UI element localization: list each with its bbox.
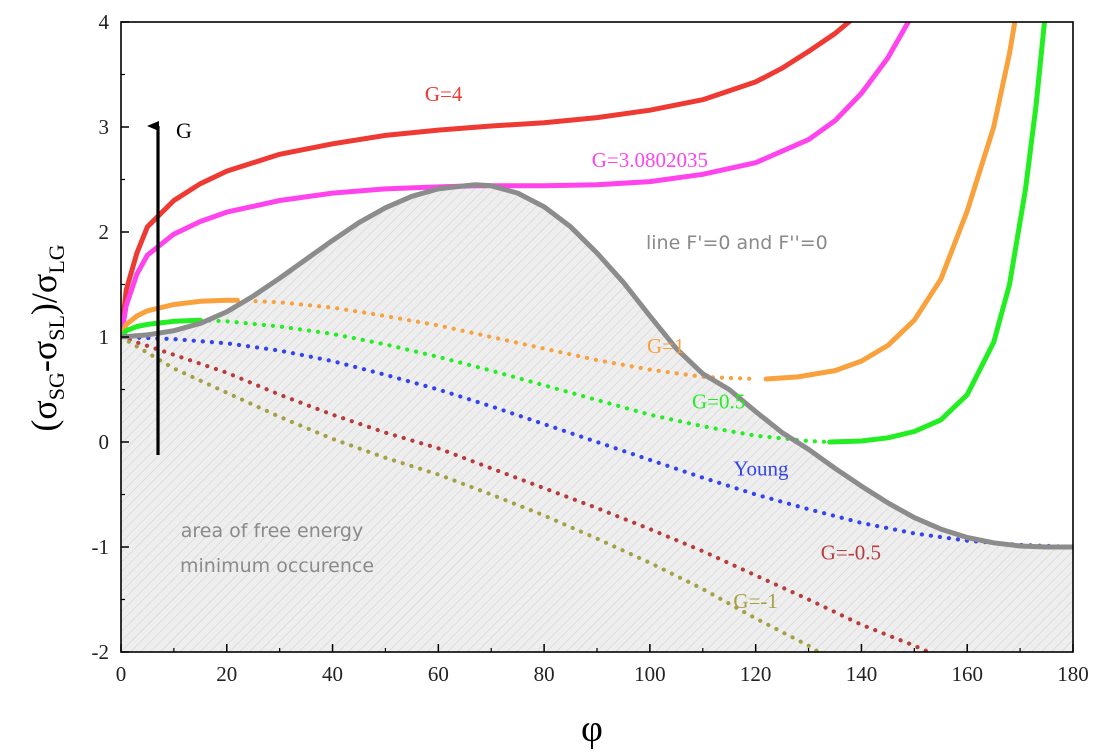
x-tick-label-9: 180: [1057, 662, 1089, 686]
series-group: [121, 22, 1073, 652]
y-tick-label-0: -2: [92, 640, 110, 664]
x-tick-label-4: 80: [534, 662, 555, 686]
y-tick-label-2: 0: [99, 430, 110, 454]
y-title-sub-sg: SG: [44, 372, 69, 400]
annotation-g-0-5: G=0.5: [692, 389, 745, 413]
series-young-dotted-8: [121, 334, 1073, 550]
y-title-open: (σ: [24, 400, 64, 431]
series-g-1-solid-2: [121, 297, 240, 340]
x-tick-label-3: 60: [428, 662, 449, 686]
boundary-group: [121, 182, 1073, 550]
series-g-1-dotted-3: [235, 298, 758, 382]
y-title-close: )/σ: [24, 274, 64, 315]
annotation-g-4: G=4: [425, 82, 463, 106]
x-tick-label-7: 140: [846, 662, 878, 686]
boundary-line: [121, 182, 1073, 550]
y-title-sub-lg: LG: [44, 244, 69, 273]
annotations: G=4 G=3.0802035 G=1 G=0.5 Young G=-0.5 G=-1: [425, 82, 881, 613]
y-axis: -2 -1 0 1 2 3 4: [92, 10, 129, 664]
x-axis: 0 20 40 60 80 100 120 140 160 180: [116, 644, 1089, 686]
annotation-g-0-5: G=-0.5: [821, 541, 881, 565]
x-tick-label-5: 100: [634, 662, 666, 686]
annotation-g-1: G=1: [647, 334, 685, 358]
series-g-0-5-solid-5: [121, 317, 203, 340]
y-tick-label-3: 1: [99, 325, 110, 349]
region-label-line2: minimum occurence: [180, 555, 374, 577]
g-arrow-label: G: [176, 118, 192, 143]
annotation-g-1: G=-1: [733, 589, 778, 613]
x-tick-label-1: 20: [216, 662, 237, 686]
series-g-4-solid-0: [121, 22, 853, 340]
y-title-sub-sl: SL: [44, 315, 69, 341]
series-g-1-solid-4: [763, 22, 1018, 382]
shaded-region: [121, 184, 1073, 653]
x-tick-label-8: 160: [951, 662, 983, 686]
x-tick-label-6: 120: [740, 662, 772, 686]
y-tick-label-6: 4: [99, 10, 110, 34]
y-tick-label-1: -1: [92, 535, 110, 559]
y-tick-label-4: 2: [99, 220, 110, 244]
x-tick-label-2: 40: [322, 662, 343, 686]
series-g-0-5-solid-7: [827, 22, 1047, 445]
annotation-young: Young: [733, 457, 789, 481]
x-tick-label-0: 0: [116, 662, 127, 686]
y-title-minus: -σ: [24, 341, 64, 372]
y-axis-title: (σSG-σSL)/σLG: [24, 244, 69, 431]
y-tick-label-5: 3: [99, 115, 110, 139]
series-g-0-5-dotted-9: [121, 334, 934, 652]
shaded-region-area: [121, 184, 1073, 653]
x-axis-title: φ: [581, 708, 603, 750]
series-g-1-dotted-10: [121, 334, 823, 652]
boundary-label: line F'=0 and F''=0: [646, 232, 828, 254]
annotation-g-3-0802035: G=3.0802035: [592, 148, 708, 172]
region-label-line1: area of free energy: [181, 520, 363, 542]
